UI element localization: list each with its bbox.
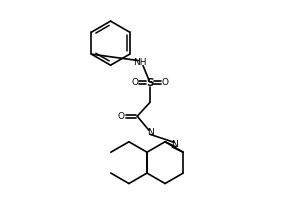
Text: NH: NH — [133, 58, 146, 67]
Text: O: O — [118, 112, 124, 121]
Text: S: S — [146, 78, 154, 88]
Text: O: O — [131, 78, 138, 87]
Text: O: O — [162, 78, 169, 87]
Text: N: N — [171, 140, 178, 149]
Text: N: N — [147, 128, 153, 137]
